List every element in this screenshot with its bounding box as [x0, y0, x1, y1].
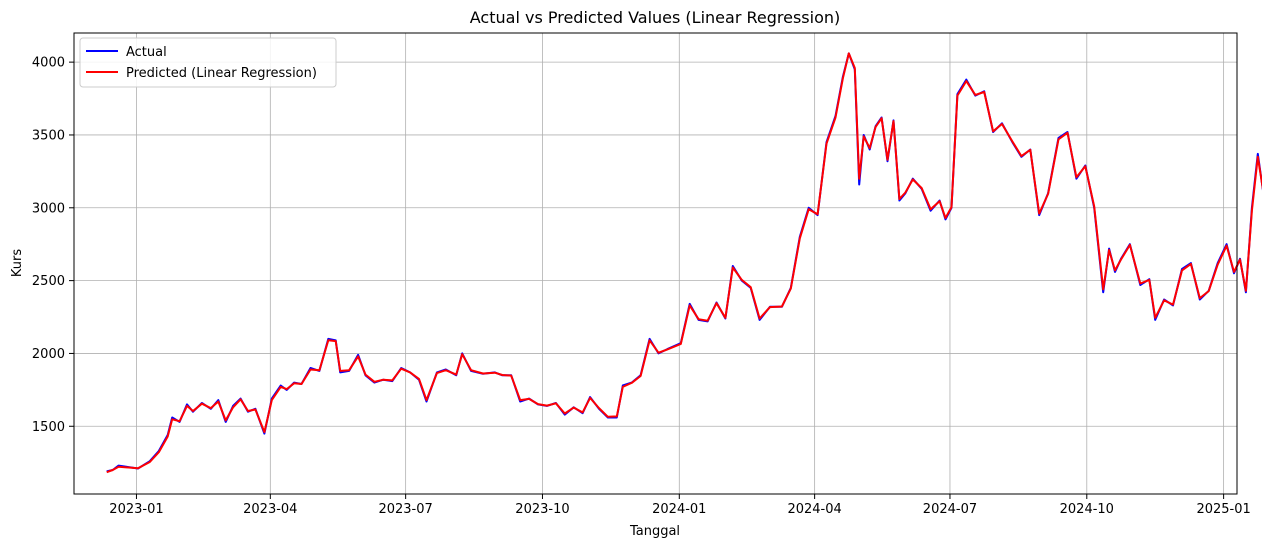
x-tick-label: 2024-10 — [1060, 502, 1114, 517]
legend-box — [79, 37, 337, 88]
legend-label-actual: Actual — [126, 45, 167, 60]
x-tick-label: 2024-04 — [787, 502, 841, 517]
x-axis-label: Tanggal — [629, 524, 680, 539]
y-tick-label: 2000 — [32, 347, 65, 362]
x-axis: 2023-01 2023-04 2023-07 2023-10 2024-01 2024-… — [109, 494, 1251, 517]
legend: Actual Predicted (Linear Regression) — [79, 37, 337, 88]
x-tick-label: 2023-07 — [378, 502, 432, 517]
x-tick-label: 2023-10 — [515, 502, 569, 517]
y-tick-label: 2500 — [32, 274, 65, 289]
x-tick-label: 2025-01 — [1196, 502, 1250, 517]
x-tick-label: 2023-04 — [243, 502, 297, 517]
grid-lines — [74, 33, 1237, 494]
y-tick-label: 4000 — [32, 56, 65, 71]
y-tick-label: 1500 — [32, 420, 65, 435]
x-tick-label: 2023-01 — [109, 502, 163, 517]
series-line-predicted — [106, 52, 1262, 474]
x-tick-label: 2024-07 — [923, 502, 977, 517]
series-lines — [106, 52, 1262, 474]
y-tick-label: 3500 — [32, 128, 65, 143]
chart-title: Actual vs Predicted Values (Linear Regre… — [470, 8, 840, 27]
legend-label-predicted: Predicted (Linear Regression) — [126, 66, 317, 81]
y-tick-label: 3000 — [32, 201, 65, 216]
plot-frame — [73, 32, 1238, 495]
x-tick-label: 2024-01 — [652, 502, 706, 517]
y-axis: 1500 2000 2500 3000 3500 4000 — [32, 56, 74, 435]
y-axis-label: Kurs — [10, 249, 25, 277]
